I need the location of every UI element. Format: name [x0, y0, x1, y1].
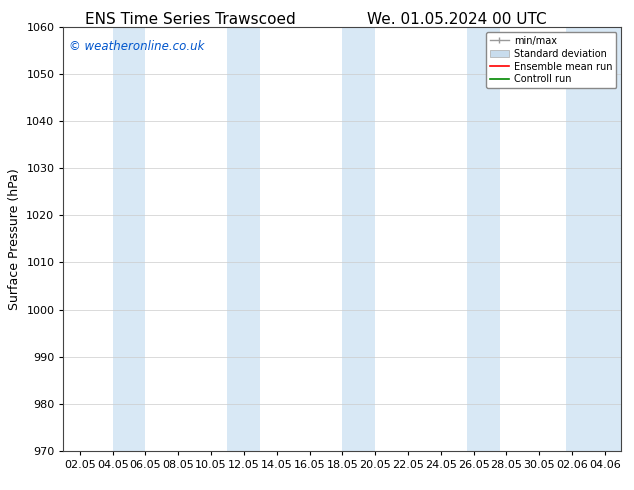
Bar — [342, 27, 375, 451]
Text: © weatheronline.co.uk: © weatheronline.co.uk — [69, 40, 204, 52]
Text: ENS Time Series Trawscoed: ENS Time Series Trawscoed — [85, 12, 295, 27]
Legend: min/max, Standard deviation, Ensemble mean run, Controll run: min/max, Standard deviation, Ensemble me… — [486, 32, 616, 88]
Bar — [566, 27, 621, 451]
Y-axis label: Surface Pressure (hPa): Surface Pressure (hPa) — [8, 168, 21, 310]
Bar — [228, 27, 261, 451]
Text: We. 01.05.2024 00 UTC: We. 01.05.2024 00 UTC — [366, 12, 547, 27]
Bar — [113, 27, 145, 451]
Bar — [467, 27, 500, 451]
